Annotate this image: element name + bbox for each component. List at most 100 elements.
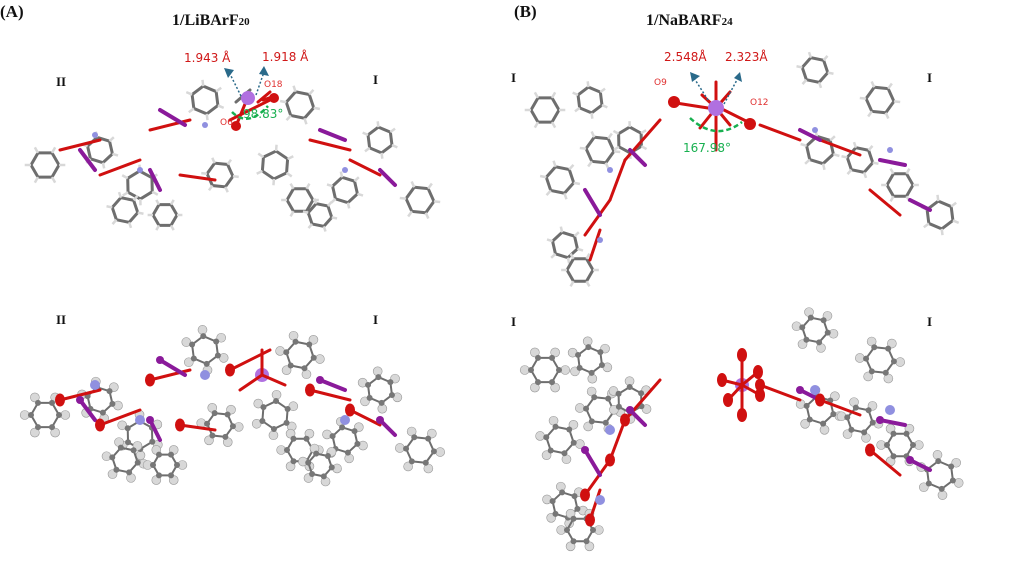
aromatic-ring <box>885 172 915 198</box>
carbon-atom <box>583 538 590 545</box>
carbon-atom <box>284 447 290 453</box>
c-h-bond <box>829 135 836 142</box>
c-h-bond <box>859 96 867 100</box>
carbon-atom <box>585 344 592 351</box>
carbon-atom <box>156 472 162 479</box>
c-h-bond <box>640 129 647 135</box>
carbon-atom <box>535 379 541 386</box>
c-h-bond <box>285 114 292 122</box>
c-h-bond <box>391 143 398 149</box>
carbon-atom <box>214 352 221 359</box>
atom <box>812 127 818 133</box>
c-h-bond <box>936 194 940 202</box>
c-h-bond <box>211 157 216 164</box>
carbon-atom <box>938 485 945 492</box>
carbon-atom <box>820 317 827 324</box>
c-h-bond <box>285 171 293 178</box>
carbon-atom <box>884 442 890 448</box>
carbon-atom <box>890 430 897 437</box>
carbon-atom <box>408 458 415 465</box>
carbon-atom <box>816 339 823 346</box>
c-h-bond <box>640 145 648 151</box>
c-h-bond <box>796 65 803 69</box>
atom <box>135 415 145 425</box>
atom <box>90 380 100 390</box>
c-h-bond <box>884 112 890 120</box>
hydrogen-atom <box>819 424 830 435</box>
atom <box>269 93 279 103</box>
carbon-atom <box>528 367 534 373</box>
c-h-bond <box>112 152 119 157</box>
bond <box>878 158 907 167</box>
aromatic-ring <box>151 453 179 477</box>
hydrogen-atom <box>519 365 530 375</box>
carbon-atom <box>559 489 566 496</box>
c-h-bond <box>327 201 333 207</box>
carbon-atom <box>422 459 429 466</box>
carbon-atom <box>597 349 604 356</box>
c-h-bond <box>563 192 568 200</box>
c-h-bond <box>117 191 123 199</box>
atom <box>885 405 895 415</box>
bond <box>583 198 612 237</box>
hydrogen-atom <box>863 371 873 382</box>
aromatic-ring <box>151 203 179 227</box>
carbon-atom <box>869 419 876 426</box>
carbon-atom <box>588 418 595 425</box>
atom <box>76 396 84 404</box>
carbon-atom <box>411 434 418 441</box>
c-h-bond <box>330 197 337 204</box>
carbon-atom <box>124 425 131 432</box>
carbon-atom <box>260 404 267 411</box>
c-h-bond <box>613 150 621 154</box>
c-h-bond <box>132 195 139 202</box>
carbon-atom <box>224 411 231 418</box>
carbon-atom <box>209 432 216 439</box>
oxygen-atom <box>815 393 825 407</box>
c-h-bond <box>950 201 957 208</box>
atom <box>595 495 605 505</box>
title-subscript: 20 <box>238 16 250 28</box>
carbon-atom <box>564 527 570 533</box>
fragment-label: I <box>373 312 379 327</box>
carbon-atom <box>570 439 577 446</box>
carbon-atom <box>378 399 385 406</box>
carbon-atom <box>150 462 156 468</box>
hydrogen-atom <box>117 420 127 431</box>
hydrogen-atom <box>281 365 292 376</box>
c-h-bond <box>612 129 620 135</box>
hydrogen-atom <box>50 427 60 438</box>
c-h-bond <box>569 280 575 287</box>
bond <box>868 188 902 217</box>
hydrogen-atom <box>216 332 226 343</box>
c-h-bond <box>50 146 57 154</box>
carbon-atom <box>351 428 358 435</box>
c-h-bond <box>151 190 159 196</box>
c-h-bond <box>217 104 225 110</box>
atom <box>202 122 208 128</box>
c-h-bond <box>604 162 610 170</box>
carbon-atom <box>204 420 211 427</box>
distance-label: 2.323Å <box>725 50 768 64</box>
c-h-bond <box>550 252 557 259</box>
c-h-bond <box>574 106 581 113</box>
atom <box>316 376 324 384</box>
c-h-bond <box>307 223 313 229</box>
c-h-bond <box>207 184 214 192</box>
bond <box>608 418 627 462</box>
fragment-label: I <box>927 70 933 85</box>
carbon-atom <box>799 324 806 331</box>
hydrogen-atom <box>530 347 540 358</box>
bond <box>758 383 802 402</box>
c-h-bond <box>410 180 416 188</box>
carbon-atom <box>547 447 554 454</box>
aromatic-ring <box>864 85 896 115</box>
hydrogen-atom <box>895 357 905 367</box>
c-h-bond <box>804 158 811 165</box>
carbon-atom <box>49 399 55 406</box>
oxygen-atom <box>755 388 765 402</box>
atom <box>241 91 255 105</box>
c-h-bond <box>427 182 433 190</box>
